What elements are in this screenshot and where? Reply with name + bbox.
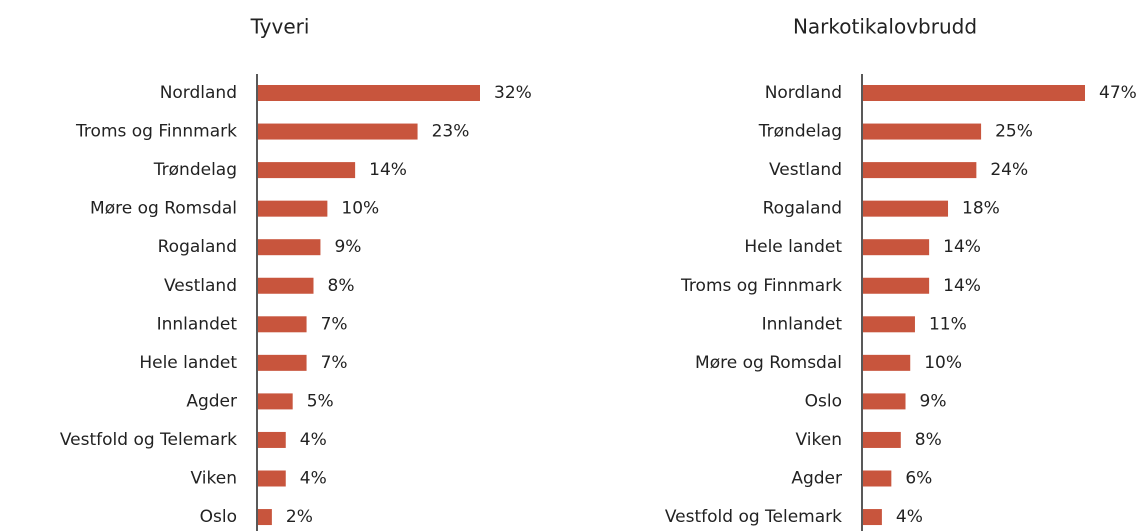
category-label: Nordland — [160, 83, 237, 103]
value-label: 23% — [432, 122, 470, 142]
category-label: Viken — [796, 430, 842, 450]
bar — [258, 85, 480, 101]
value-label: 7% — [321, 314, 348, 334]
category-label: Rogaland — [763, 199, 842, 219]
bar — [863, 470, 892, 487]
chart-title: Narkotikalovbrudd — [793, 15, 977, 39]
bar — [863, 85, 1085, 101]
value-label: 7% — [321, 353, 348, 373]
value-label: 9% — [920, 391, 947, 411]
chart-title: Tyveri — [250, 15, 310, 39]
bar — [863, 431, 901, 448]
bar — [258, 162, 356, 179]
bar — [258, 239, 321, 256]
value-label: 25% — [995, 122, 1033, 142]
category-label: Innlandet — [157, 314, 238, 334]
bar — [863, 316, 915, 333]
category-label: Nordland — [765, 83, 842, 103]
value-label: 6% — [905, 469, 932, 489]
bar — [863, 277, 930, 294]
category-label: Innlandet — [762, 314, 843, 334]
category-label: Møre og Romsdal — [90, 199, 237, 219]
value-label: 4% — [300, 469, 327, 489]
category-label: Viken — [191, 469, 237, 489]
value-label: 10% — [924, 353, 962, 373]
bar — [863, 509, 882, 526]
category-label: Troms og Finnmark — [75, 122, 237, 142]
category-label: Oslo — [805, 391, 842, 411]
bar — [258, 354, 307, 371]
value-label: 47% — [1099, 83, 1137, 103]
value-label: 32% — [494, 83, 532, 103]
category-label: Troms og Finnmark — [680, 276, 842, 296]
value-label: 2% — [286, 507, 313, 527]
value-label: 14% — [943, 237, 981, 257]
value-label: 9% — [334, 237, 361, 257]
value-label: 8% — [328, 276, 355, 296]
category-label: Oslo — [200, 507, 237, 527]
value-label: 11% — [929, 314, 967, 334]
value-label: 24% — [990, 160, 1028, 180]
category-label: Vestland — [769, 160, 842, 180]
category-label: Vestfold og Telemark — [60, 430, 237, 450]
category-label: Vestfold og Telemark — [665, 507, 842, 527]
bar — [258, 509, 272, 526]
value-label: 10% — [341, 199, 379, 219]
bar — [258, 431, 286, 448]
category-label: Vestland — [164, 276, 237, 296]
bar — [258, 316, 307, 333]
bar — [863, 123, 982, 140]
category-label: Hele landet — [139, 353, 237, 373]
value-label: 8% — [915, 430, 942, 450]
bar — [258, 277, 314, 294]
value-label: 18% — [962, 199, 1000, 219]
category-label: Møre og Romsdal — [695, 353, 842, 373]
bar — [863, 200, 949, 217]
value-label: 4% — [896, 507, 923, 527]
value-label: 5% — [307, 391, 334, 411]
value-label: 4% — [300, 430, 327, 450]
bar — [258, 200, 328, 217]
value-label: 14% — [943, 276, 981, 296]
bar — [258, 393, 293, 410]
category-label: Rogaland — [158, 237, 237, 257]
bar — [863, 162, 977, 179]
bar — [258, 470, 286, 487]
bar — [863, 393, 906, 410]
category-label: Trøndelag — [153, 160, 237, 180]
category-label: Trøndelag — [758, 122, 842, 142]
value-label: 14% — [369, 160, 407, 180]
bar — [863, 239, 930, 256]
bar — [863, 354, 911, 371]
bar — [258, 123, 418, 140]
category-label: Agder — [791, 469, 842, 489]
category-label: Hele landet — [744, 237, 842, 257]
category-label: Agder — [186, 391, 237, 411]
